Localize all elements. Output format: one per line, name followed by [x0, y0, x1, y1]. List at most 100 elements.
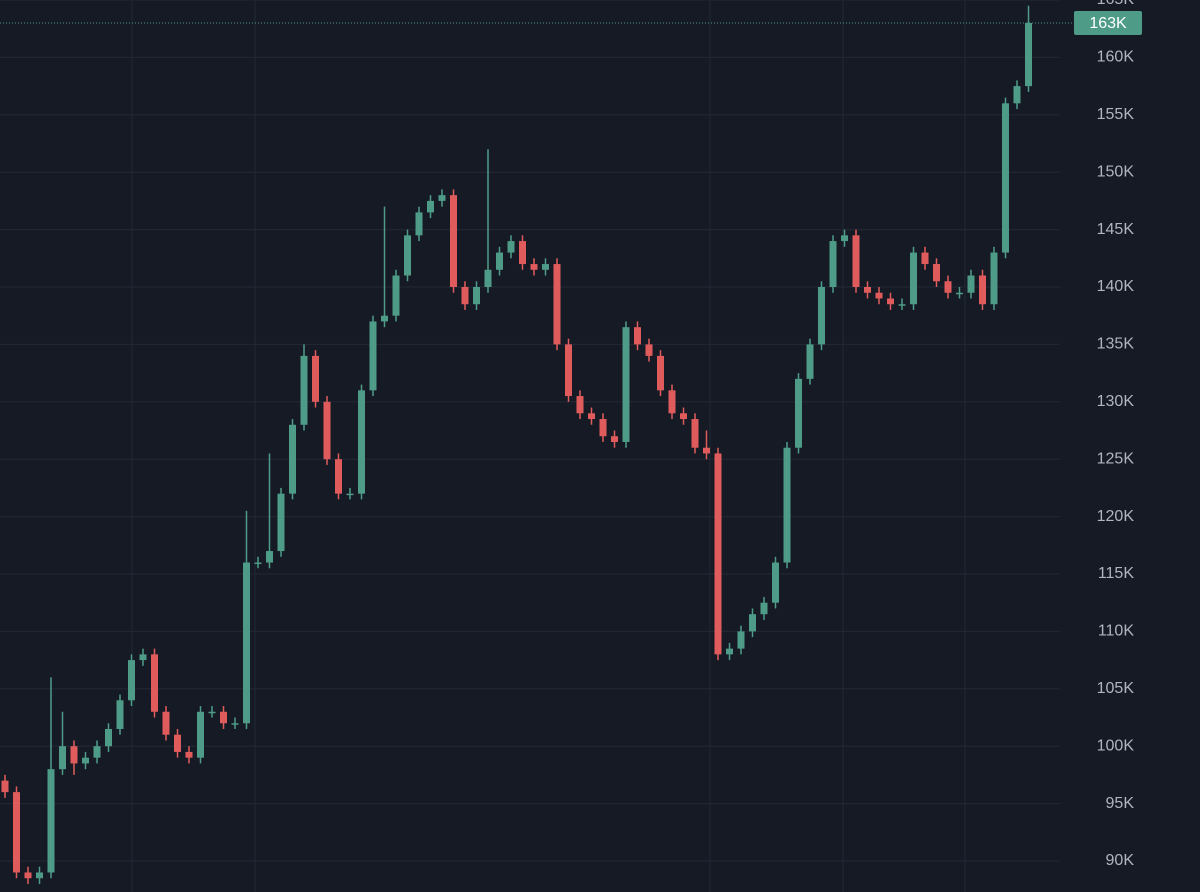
- last-price-label: 163K: [1089, 15, 1127, 32]
- last-price-box: [1074, 10, 1142, 35]
- candle-body: [185, 751, 193, 758]
- candle-body: [151, 654, 158, 712]
- candle-body: [427, 200, 434, 213]
- candle-body: [921, 252, 929, 265]
- candle-body: [967, 275, 975, 293]
- y-tick-label: 125K: [1097, 450, 1135, 467]
- candle-body: [588, 413, 595, 420]
- candle-body: [795, 378, 802, 448]
- candle-body: [691, 419, 699, 448]
- candle-body: [358, 390, 365, 494]
- candle-body: [36, 872, 43, 879]
- candle-body: [530, 264, 538, 270]
- candle-body: [208, 711, 216, 714]
- candle-body: [461, 287, 469, 305]
- candle-body: [346, 493, 354, 496]
- candle-body: [1013, 86, 1021, 104]
- y-tick-label: 115K: [1098, 565, 1135, 582]
- candle-body: [24, 872, 32, 879]
- candle-body: [438, 195, 446, 201]
- candle-body: [13, 792, 20, 873]
- candle-body: [703, 447, 710, 454]
- candle-body: [174, 734, 181, 752]
- candle-body: [220, 711, 227, 724]
- candle-body: [47, 769, 55, 873]
- y-tick-label: 95K: [1106, 795, 1135, 812]
- y-tick-label: 110K: [1098, 623, 1135, 640]
- candle-body: [82, 757, 89, 764]
- candle-body: [714, 453, 722, 655]
- y-tick-label: 90K: [1106, 852, 1135, 869]
- candle-body: [231, 723, 239, 725]
- candle-body: [300, 355, 308, 425]
- candle-body: [944, 281, 952, 293]
- y-tick-label: 155K: [1097, 106, 1135, 123]
- candle-body: [277, 493, 285, 552]
- candle-body: [645, 344, 653, 356]
- candle-body: [415, 212, 423, 236]
- candle-body: [519, 241, 526, 265]
- candle-body: [484, 269, 492, 288]
- candle-body: [841, 235, 848, 242]
- candle-body: [243, 562, 250, 724]
- candle-body: [369, 321, 377, 391]
- candle-body: [622, 327, 630, 442]
- candle-body: [806, 344, 814, 379]
- time-grid: [131, 0, 966, 892]
- candle-body: [139, 654, 147, 661]
- candle-body: [611, 436, 618, 442]
- candle-body: [576, 396, 584, 414]
- candle-body: [450, 195, 457, 288]
- candle-body: [634, 327, 641, 345]
- candle-body: [70, 746, 78, 764]
- candle-body: [990, 252, 998, 305]
- y-tick-label: 135K: [1097, 336, 1135, 353]
- candle-body: [93, 746, 101, 758]
- y-tick-label: 150K: [1097, 163, 1135, 180]
- y-tick-label: 160K: [1097, 49, 1135, 66]
- candle-body: [404, 235, 411, 276]
- candle-body: [507, 241, 515, 253]
- candle-body: [312, 355, 319, 402]
- candle-body: [887, 298, 894, 305]
- candle-body: [680, 413, 687, 420]
- candle-body: [266, 551, 273, 563]
- candle-body: [496, 252, 503, 270]
- candle-body: [668, 390, 676, 414]
- candle-body: [473, 287, 480, 305]
- candle-body: [254, 562, 262, 565]
- candle-body: [1025, 22, 1032, 87]
- candle-body: [772, 562, 779, 603]
- candle-body: [749, 614, 756, 632]
- candle-body: [979, 275, 986, 305]
- candle-body: [910, 252, 917, 305]
- candle-body: [599, 419, 607, 437]
- y-tick-label: 130K: [1097, 393, 1135, 410]
- candle-body: [726, 648, 733, 655]
- y-tick-label: 140K: [1097, 278, 1135, 295]
- candle-body: [1, 780, 9, 793]
- y-tick-label: 120K: [1097, 508, 1135, 525]
- candle-body: [289, 424, 296, 494]
- y-tick-label: 145K: [1097, 221, 1135, 238]
- candle-body: [565, 344, 572, 397]
- candle-body: [128, 660, 135, 701]
- candle-body: [116, 700, 124, 729]
- candle-body: [392, 275, 400, 316]
- candle-body: [381, 315, 388, 322]
- candle-body: [898, 304, 906, 306]
- candle-body: [197, 711, 204, 758]
- candle-body: [657, 355, 664, 391]
- candle-body: [864, 287, 871, 293]
- y-tick-label: 165K: [1097, 0, 1135, 8]
- candle-body: [737, 631, 745, 649]
- candle-body: [783, 447, 791, 563]
- candle-body: [542, 264, 549, 270]
- candle-body: [760, 602, 768, 615]
- candle-body: [59, 746, 66, 770]
- candle-body: [105, 728, 112, 747]
- y-tick-label: 100K: [1097, 737, 1135, 754]
- candle-body: [1002, 103, 1009, 253]
